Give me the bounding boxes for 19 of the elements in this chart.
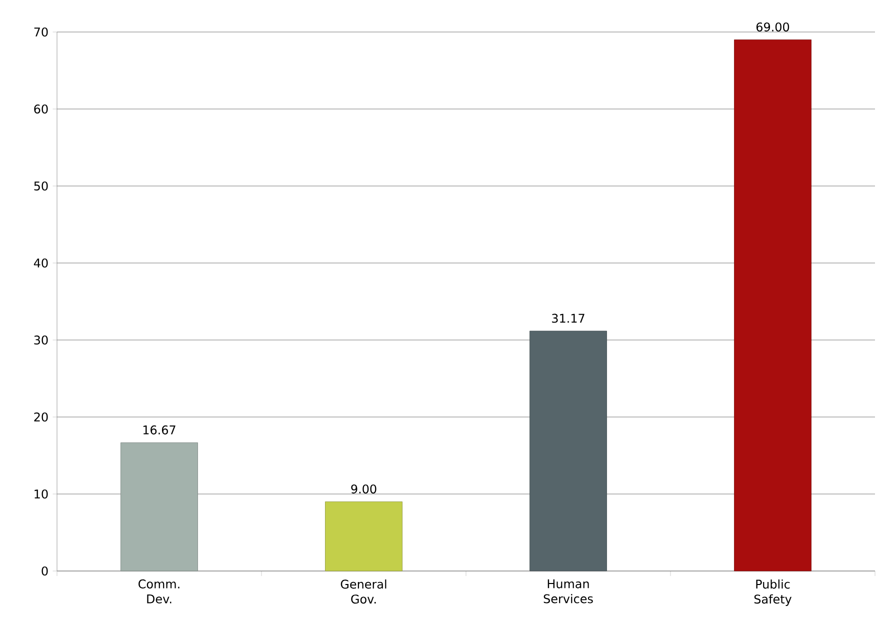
y-tick-label: 60 [34,104,48,114]
x-tick-label: General Gov. [340,579,386,604]
y-tick-label: 50 [34,181,48,191]
data-label: 69.00 [756,22,790,32]
y-tick-label: 30 [34,335,48,345]
y-tick-label: 40 [34,258,48,268]
data-label: 9.00 [351,484,376,494]
bar [530,330,607,572]
x-tick-label: Comm. Dev. [138,579,180,604]
bar [734,40,812,572]
data-label: 31.17 [552,314,584,323]
bar [325,502,402,572]
y-tick-label: 0 [42,566,48,576]
x-tick-label: Human Services [544,579,593,604]
data-label: 16.67 [143,425,176,434]
y-tick-label: 70 [34,27,48,37]
x-tick-label: Public Safety [754,579,792,606]
y-tick-label: 20 [34,412,48,422]
y-tick-label: 10 [34,489,48,499]
